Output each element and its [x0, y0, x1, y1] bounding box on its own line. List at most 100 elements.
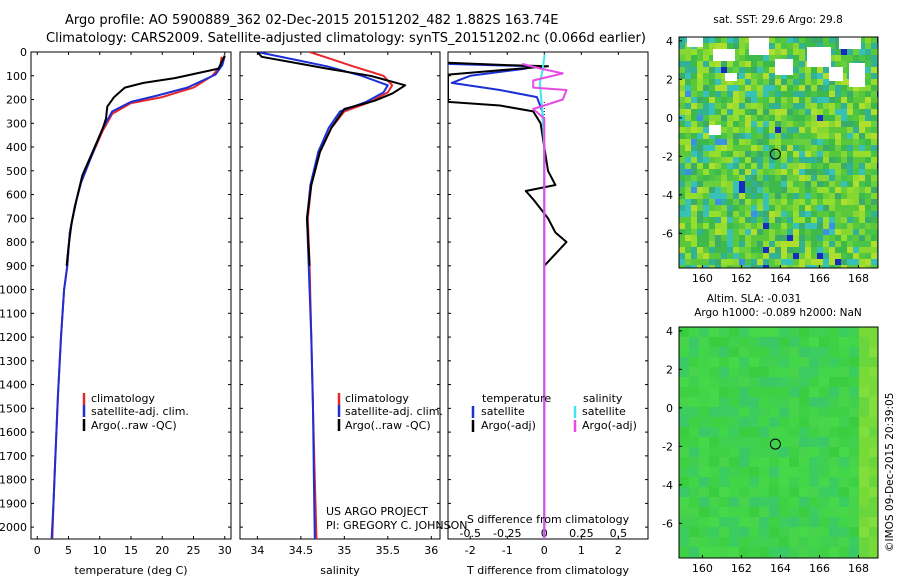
map-cell — [819, 487, 829, 497]
map-cell — [853, 109, 859, 115]
map-cell — [811, 103, 817, 109]
map-cell — [745, 67, 751, 73]
map-cell — [829, 517, 839, 527]
map-cell — [733, 247, 739, 253]
map-cell — [685, 241, 691, 247]
map-cell — [829, 457, 839, 467]
map-cell — [749, 447, 759, 457]
map-cell — [751, 205, 757, 211]
map-cell — [847, 133, 853, 139]
map-cell — [829, 229, 835, 235]
map-cell — [781, 85, 787, 91]
map-cell — [779, 357, 789, 367]
map-cell — [787, 259, 793, 265]
map-cell — [809, 377, 819, 387]
map-cell — [727, 139, 733, 145]
map-cell — [763, 145, 769, 151]
map-cell — [745, 247, 751, 253]
map-cell — [685, 115, 691, 121]
legend-label-s-satellite: satellite — [582, 405, 626, 418]
map-cell — [829, 205, 835, 211]
map-cell — [739, 97, 745, 103]
map-cell — [745, 139, 751, 145]
map-cell — [817, 199, 823, 205]
map-cell — [799, 187, 805, 193]
map-cell — [691, 235, 697, 241]
map-cell — [721, 97, 727, 103]
map-cell — [809, 397, 819, 407]
map-cell — [847, 115, 853, 121]
map-cell — [829, 151, 835, 157]
map-cell — [789, 357, 799, 367]
map-cell — [853, 223, 859, 229]
map-cell — [763, 187, 769, 193]
map-cell — [763, 181, 769, 187]
depth-tick-label: 200 — [6, 94, 27, 107]
map-cell — [775, 97, 781, 103]
map-cell — [849, 327, 859, 337]
land-or-cloud-patch — [849, 63, 865, 87]
map-cell — [865, 127, 871, 133]
land-or-cloud-patch — [725, 73, 737, 81]
map-cell — [811, 133, 817, 139]
map-cell — [709, 537, 719, 547]
map-cell — [727, 133, 733, 139]
sla-map-frame — [678, 326, 879, 559]
map-cell — [715, 139, 721, 145]
map-cell — [859, 91, 865, 97]
map-cell — [799, 229, 805, 235]
map-cell — [853, 187, 859, 193]
map-cell — [865, 145, 871, 151]
map-cell — [829, 547, 839, 557]
map-cell — [859, 223, 865, 229]
map-cell — [799, 175, 805, 181]
map-cell — [859, 229, 865, 235]
map-cell — [689, 447, 699, 457]
map-cell — [847, 187, 853, 193]
map-cell — [847, 247, 853, 253]
map-cell — [799, 67, 805, 73]
map-cell — [679, 133, 685, 139]
map-cell — [727, 61, 733, 67]
map-cell — [871, 109, 877, 115]
map-cell — [691, 61, 697, 67]
map-cell — [799, 477, 809, 487]
map-cell — [739, 205, 745, 211]
map-cell — [679, 37, 685, 43]
map-cell — [691, 145, 697, 151]
map-cell — [727, 157, 733, 163]
map-cell — [739, 437, 749, 447]
map-cell — [757, 139, 763, 145]
map-cell — [781, 73, 787, 79]
map-cell — [835, 103, 841, 109]
map-cell — [691, 223, 697, 229]
map-cell — [709, 91, 715, 97]
map-cell — [769, 109, 775, 115]
map-cell — [721, 73, 727, 79]
map-cell — [749, 437, 759, 447]
map-cell — [793, 139, 799, 145]
map-cell — [859, 447, 869, 457]
map-cell — [699, 327, 709, 337]
map-cell — [789, 487, 799, 497]
map-cell — [757, 151, 763, 157]
map-cell — [847, 169, 853, 175]
map-cell — [697, 85, 703, 91]
map-cell — [679, 337, 689, 347]
map-cell — [787, 43, 793, 49]
map-cell — [823, 253, 829, 259]
map-cell — [679, 55, 685, 61]
map-cell — [733, 67, 739, 73]
map-cell — [691, 97, 697, 103]
map-cell — [835, 187, 841, 193]
map-cell — [745, 97, 751, 103]
map-cell — [799, 427, 809, 437]
map-cell — [751, 259, 757, 265]
map-cell — [739, 527, 749, 537]
x2-tick-label: 0.25 — [569, 527, 594, 540]
map-cell — [779, 437, 789, 447]
map-cell — [819, 347, 829, 357]
map-cell — [769, 527, 779, 537]
map-cell — [871, 259, 877, 265]
